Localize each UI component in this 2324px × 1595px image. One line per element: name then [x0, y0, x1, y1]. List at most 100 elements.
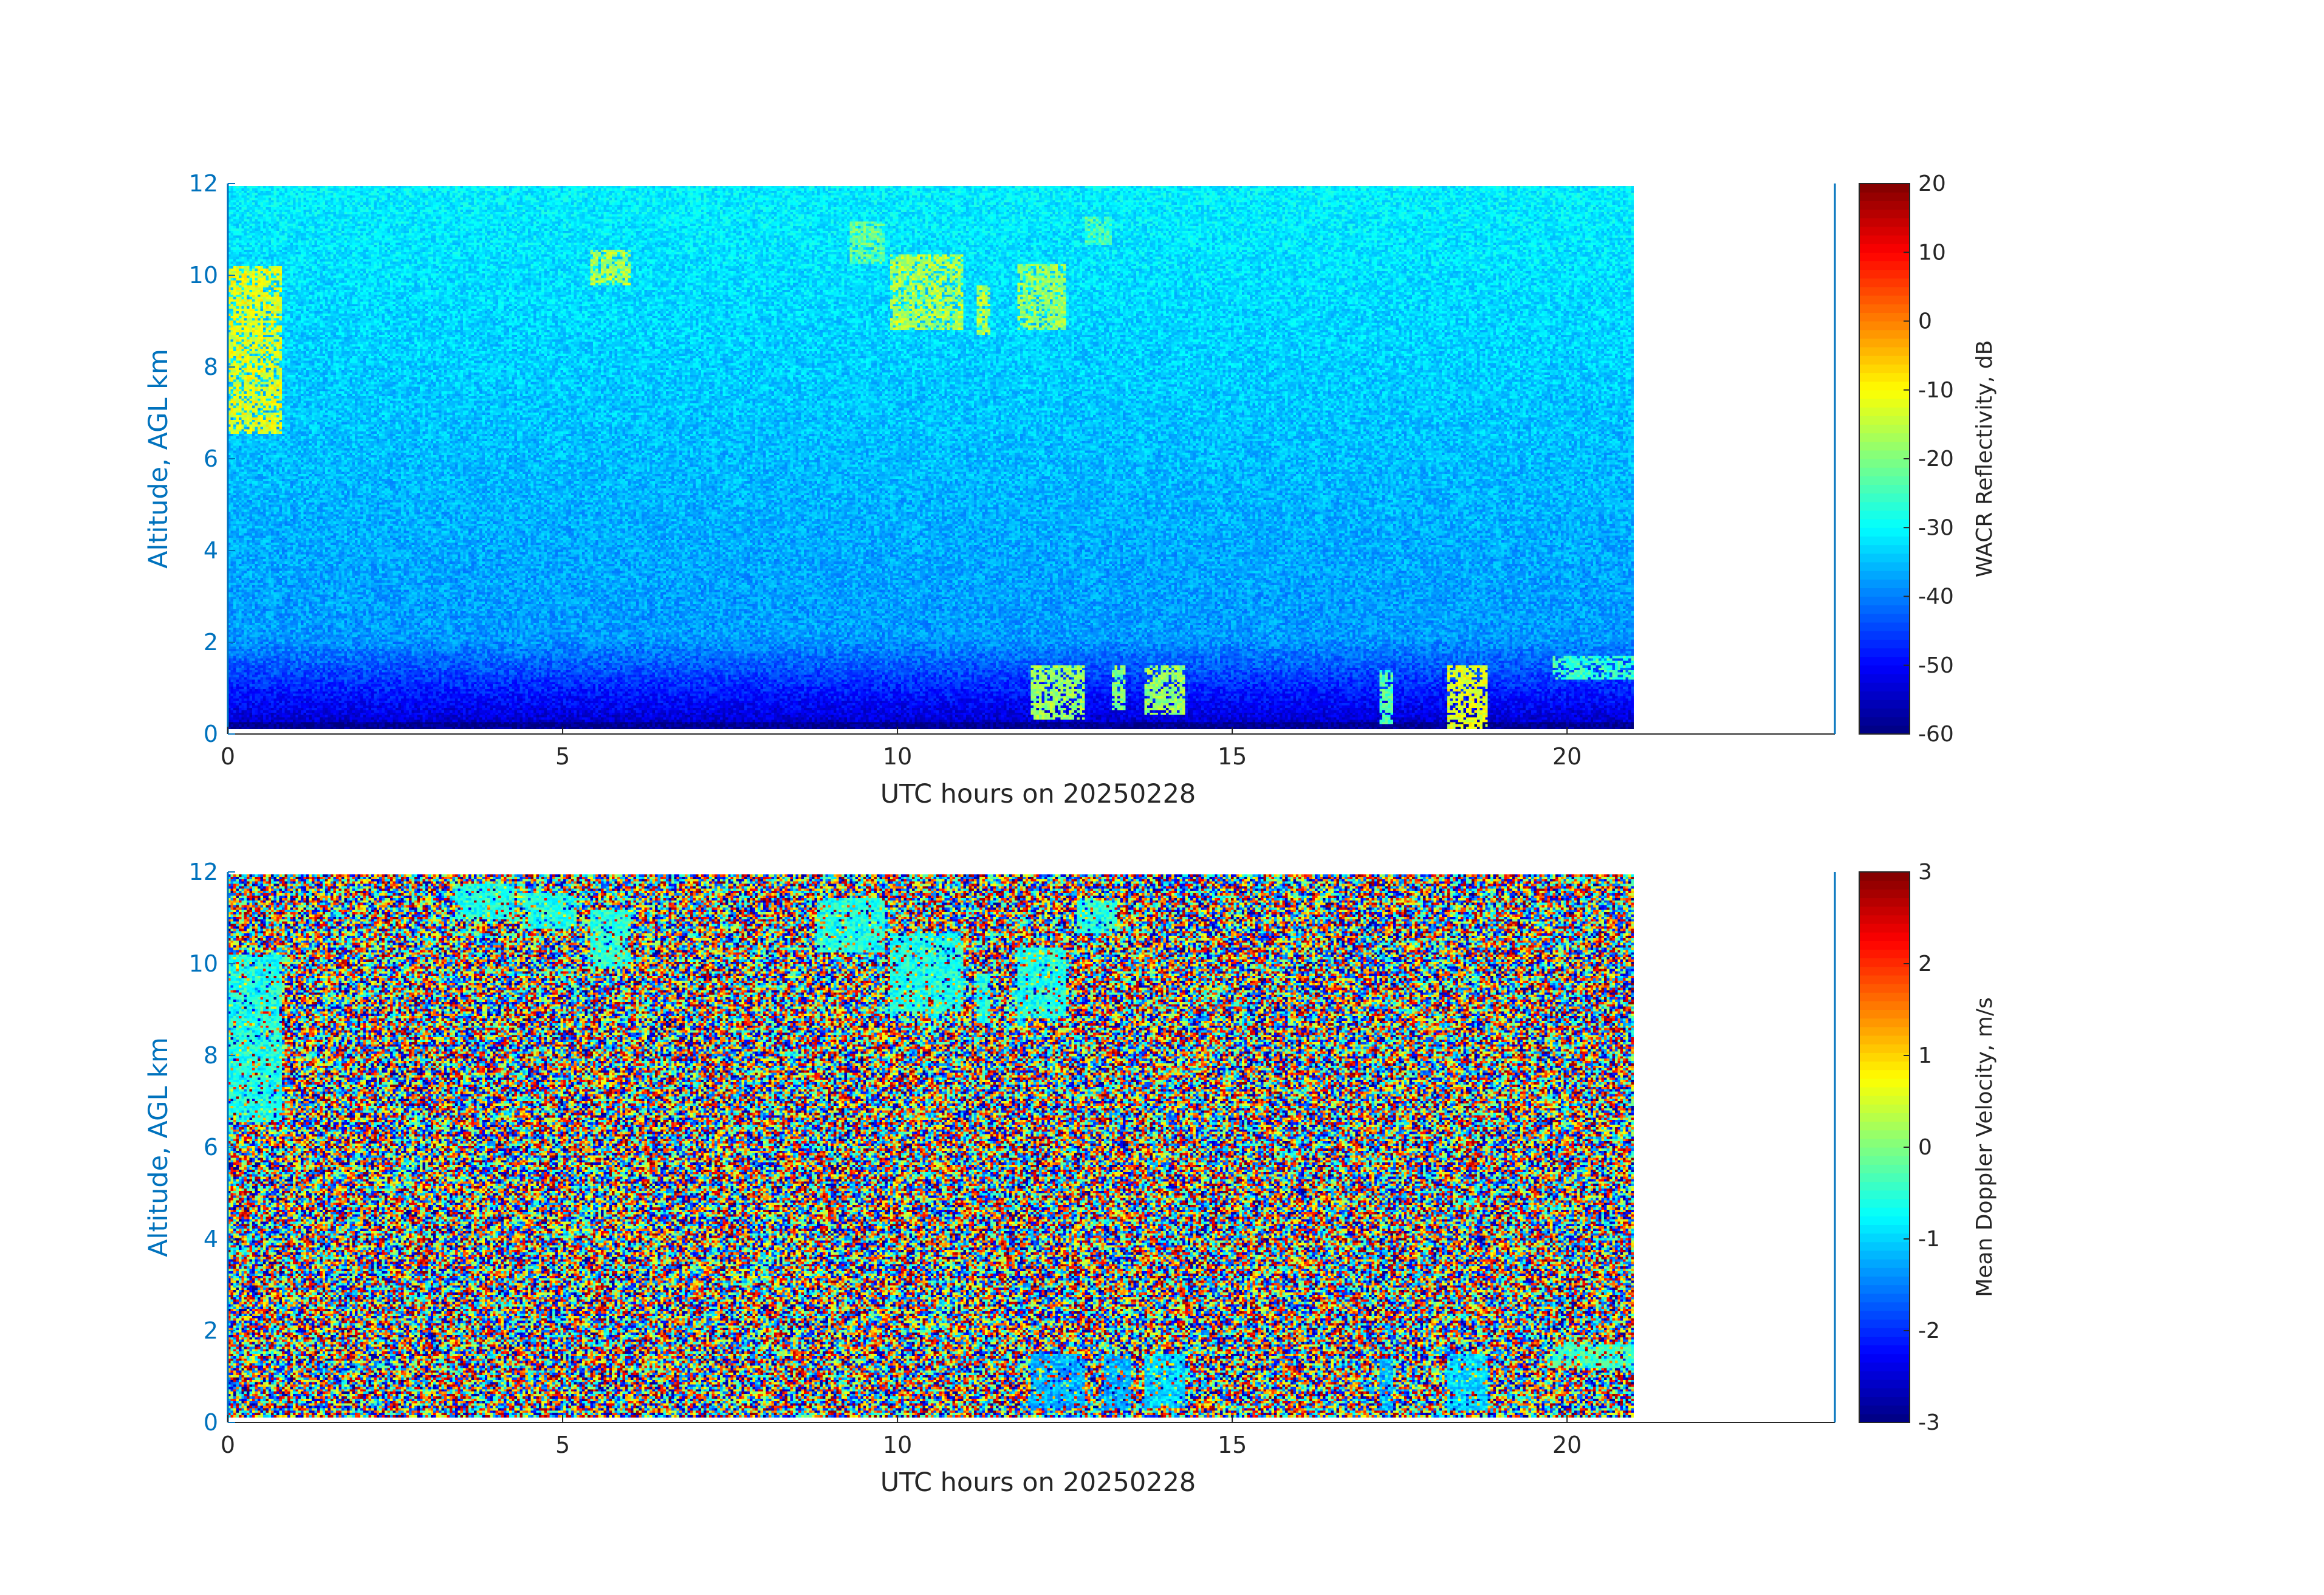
colorbar-segment — [1859, 226, 1910, 236]
x-tick-label: 0 — [221, 1432, 235, 1458]
colorbar-segment — [1859, 613, 1910, 623]
colorbar-segment — [1859, 699, 1910, 709]
colorbar-segment — [1859, 1276, 1910, 1286]
colorbar-segment — [1859, 1353, 1910, 1363]
colorbar-segment — [1859, 1413, 1910, 1423]
colorbar-segment — [1859, 941, 1910, 950]
y-tick-label: 4 — [204, 1226, 218, 1252]
colorbar-segment — [1859, 889, 1910, 899]
colorbar-segment — [1859, 416, 1910, 425]
colorbar-segment — [1859, 588, 1910, 597]
y-tick-label: 4 — [204, 537, 218, 564]
x-tick-label: 5 — [555, 743, 570, 770]
colorbar-segment — [1859, 1362, 1910, 1371]
colorbar-segment — [1859, 1379, 1910, 1388]
colorbar-segment — [1859, 1293, 1910, 1303]
colorbar-segment — [1859, 1026, 1910, 1036]
colorbar-segment — [1859, 1328, 1910, 1337]
colorbar-segment — [1859, 975, 1910, 984]
y-tick-label: 0 — [204, 1409, 218, 1436]
colorbar-segment — [1859, 184, 1910, 193]
colorbar-segment — [1859, 665, 1910, 674]
colorbar-segment — [1859, 949, 1910, 959]
colorbar-segment — [1859, 906, 1910, 916]
colorbar-segment — [1859, 1173, 1910, 1182]
colorbar-segment — [1859, 1018, 1910, 1027]
colorbar-tick-label: -10 — [1918, 378, 1954, 403]
colorbar-segment — [1859, 1121, 1910, 1131]
colorbar-segment — [1859, 553, 1910, 563]
colorbar-tick-label: 20 — [1918, 171, 1946, 196]
colorbar-tick-label: -20 — [1918, 447, 1954, 472]
colorbar-segment — [1859, 872, 1910, 881]
colorbar-tick-label: 0 — [1918, 1135, 1932, 1160]
colorbar-segment — [1859, 269, 1910, 279]
colorbar-tick-label: -60 — [1918, 722, 1954, 747]
colorbar-segment — [1859, 338, 1910, 348]
colorbar-segment — [1859, 631, 1910, 640]
colorbar-segment — [1859, 510, 1910, 520]
x-tick-label: 10 — [883, 1432, 912, 1458]
colorbar-segment — [1859, 1216, 1910, 1226]
y-tick-label: 12 — [189, 859, 218, 885]
y-tick-label: 0 — [204, 721, 218, 747]
colorbar-segment — [1859, 1319, 1910, 1328]
colorbar-segment — [1859, 1207, 1910, 1216]
heatmap-raster — [228, 186, 1634, 729]
colorbar-segment — [1859, 725, 1910, 735]
y-tick-label: 2 — [204, 1317, 218, 1344]
colorbar-segment — [1859, 992, 1910, 1001]
colorbar-segment — [1859, 1233, 1910, 1243]
colorbar-tick-label: -2 — [1918, 1319, 1940, 1343]
colorbar-segment — [1859, 622, 1910, 631]
colorbar-segment — [1859, 1336, 1910, 1346]
colorbar-label: WACR Reflectivity, dB — [1972, 340, 1997, 578]
colorbar-segment — [1859, 1396, 1910, 1406]
colorbar-segment — [1859, 648, 1910, 657]
colorbar-segment — [1859, 1164, 1910, 1174]
colorbar-segment — [1859, 682, 1910, 691]
x-tick-label: 20 — [1552, 743, 1582, 770]
colorbar-segment — [1859, 398, 1910, 408]
colorbar-segment — [1859, 561, 1910, 571]
x-tick-label: 15 — [1218, 1432, 1247, 1458]
colorbar-tick-label: -3 — [1918, 1410, 1940, 1435]
colorbar-segment — [1859, 1241, 1910, 1251]
colorbar-segment — [1859, 209, 1910, 219]
colorbar-segment — [1859, 304, 1910, 313]
colorbar-segment — [1859, 1147, 1910, 1156]
colorbar-segment — [1859, 1096, 1910, 1105]
colorbar-segment — [1859, 252, 1910, 262]
colorbar: -3 -2 -1 0 1 2 3 Mean Doppler Velocity, m/s — [1859, 860, 1997, 1435]
x-tick-label: 10 — [883, 743, 912, 770]
colorbar-segment — [1859, 312, 1910, 322]
colorbar-segment — [1859, 639, 1910, 649]
colorbar-segment — [1859, 519, 1910, 528]
colorbar-segment — [1859, 571, 1910, 580]
colorbar-segment — [1859, 424, 1910, 434]
colorbar-segment — [1859, 286, 1910, 296]
colorbar-segment — [1859, 536, 1910, 546]
colorbar-segment — [1859, 966, 1910, 976]
colorbar-segment — [1859, 372, 1910, 382]
colorbar-segment — [1859, 656, 1910, 666]
colorbar-segment — [1859, 329, 1910, 339]
colorbar-segment — [1859, 433, 1910, 442]
colorbar-segment — [1859, 484, 1910, 494]
colorbar-segment — [1859, 1069, 1910, 1079]
colorbar-segment — [1859, 716, 1910, 726]
heatmap-raster — [228, 874, 1634, 1418]
x-tick-label: 20 — [1552, 1432, 1582, 1458]
colorbar-segment — [1859, 450, 1910, 459]
x-tick-label: 0 — [221, 743, 235, 770]
colorbar-segment — [1859, 467, 1910, 476]
y-axis-label: Altitude, AGL km — [143, 1037, 174, 1257]
colorbar-segment — [1859, 1224, 1910, 1234]
reflectivity-panel: 0 5 10 15 20 0 2 4 6 8 10 12 UTC hours on 20250228 Al… — [143, 170, 1997, 809]
colorbar-segment — [1859, 1009, 1910, 1019]
colorbar-segment — [1859, 235, 1910, 244]
colorbar-segment — [1859, 192, 1910, 201]
colorbar-segment — [1859, 1181, 1910, 1191]
